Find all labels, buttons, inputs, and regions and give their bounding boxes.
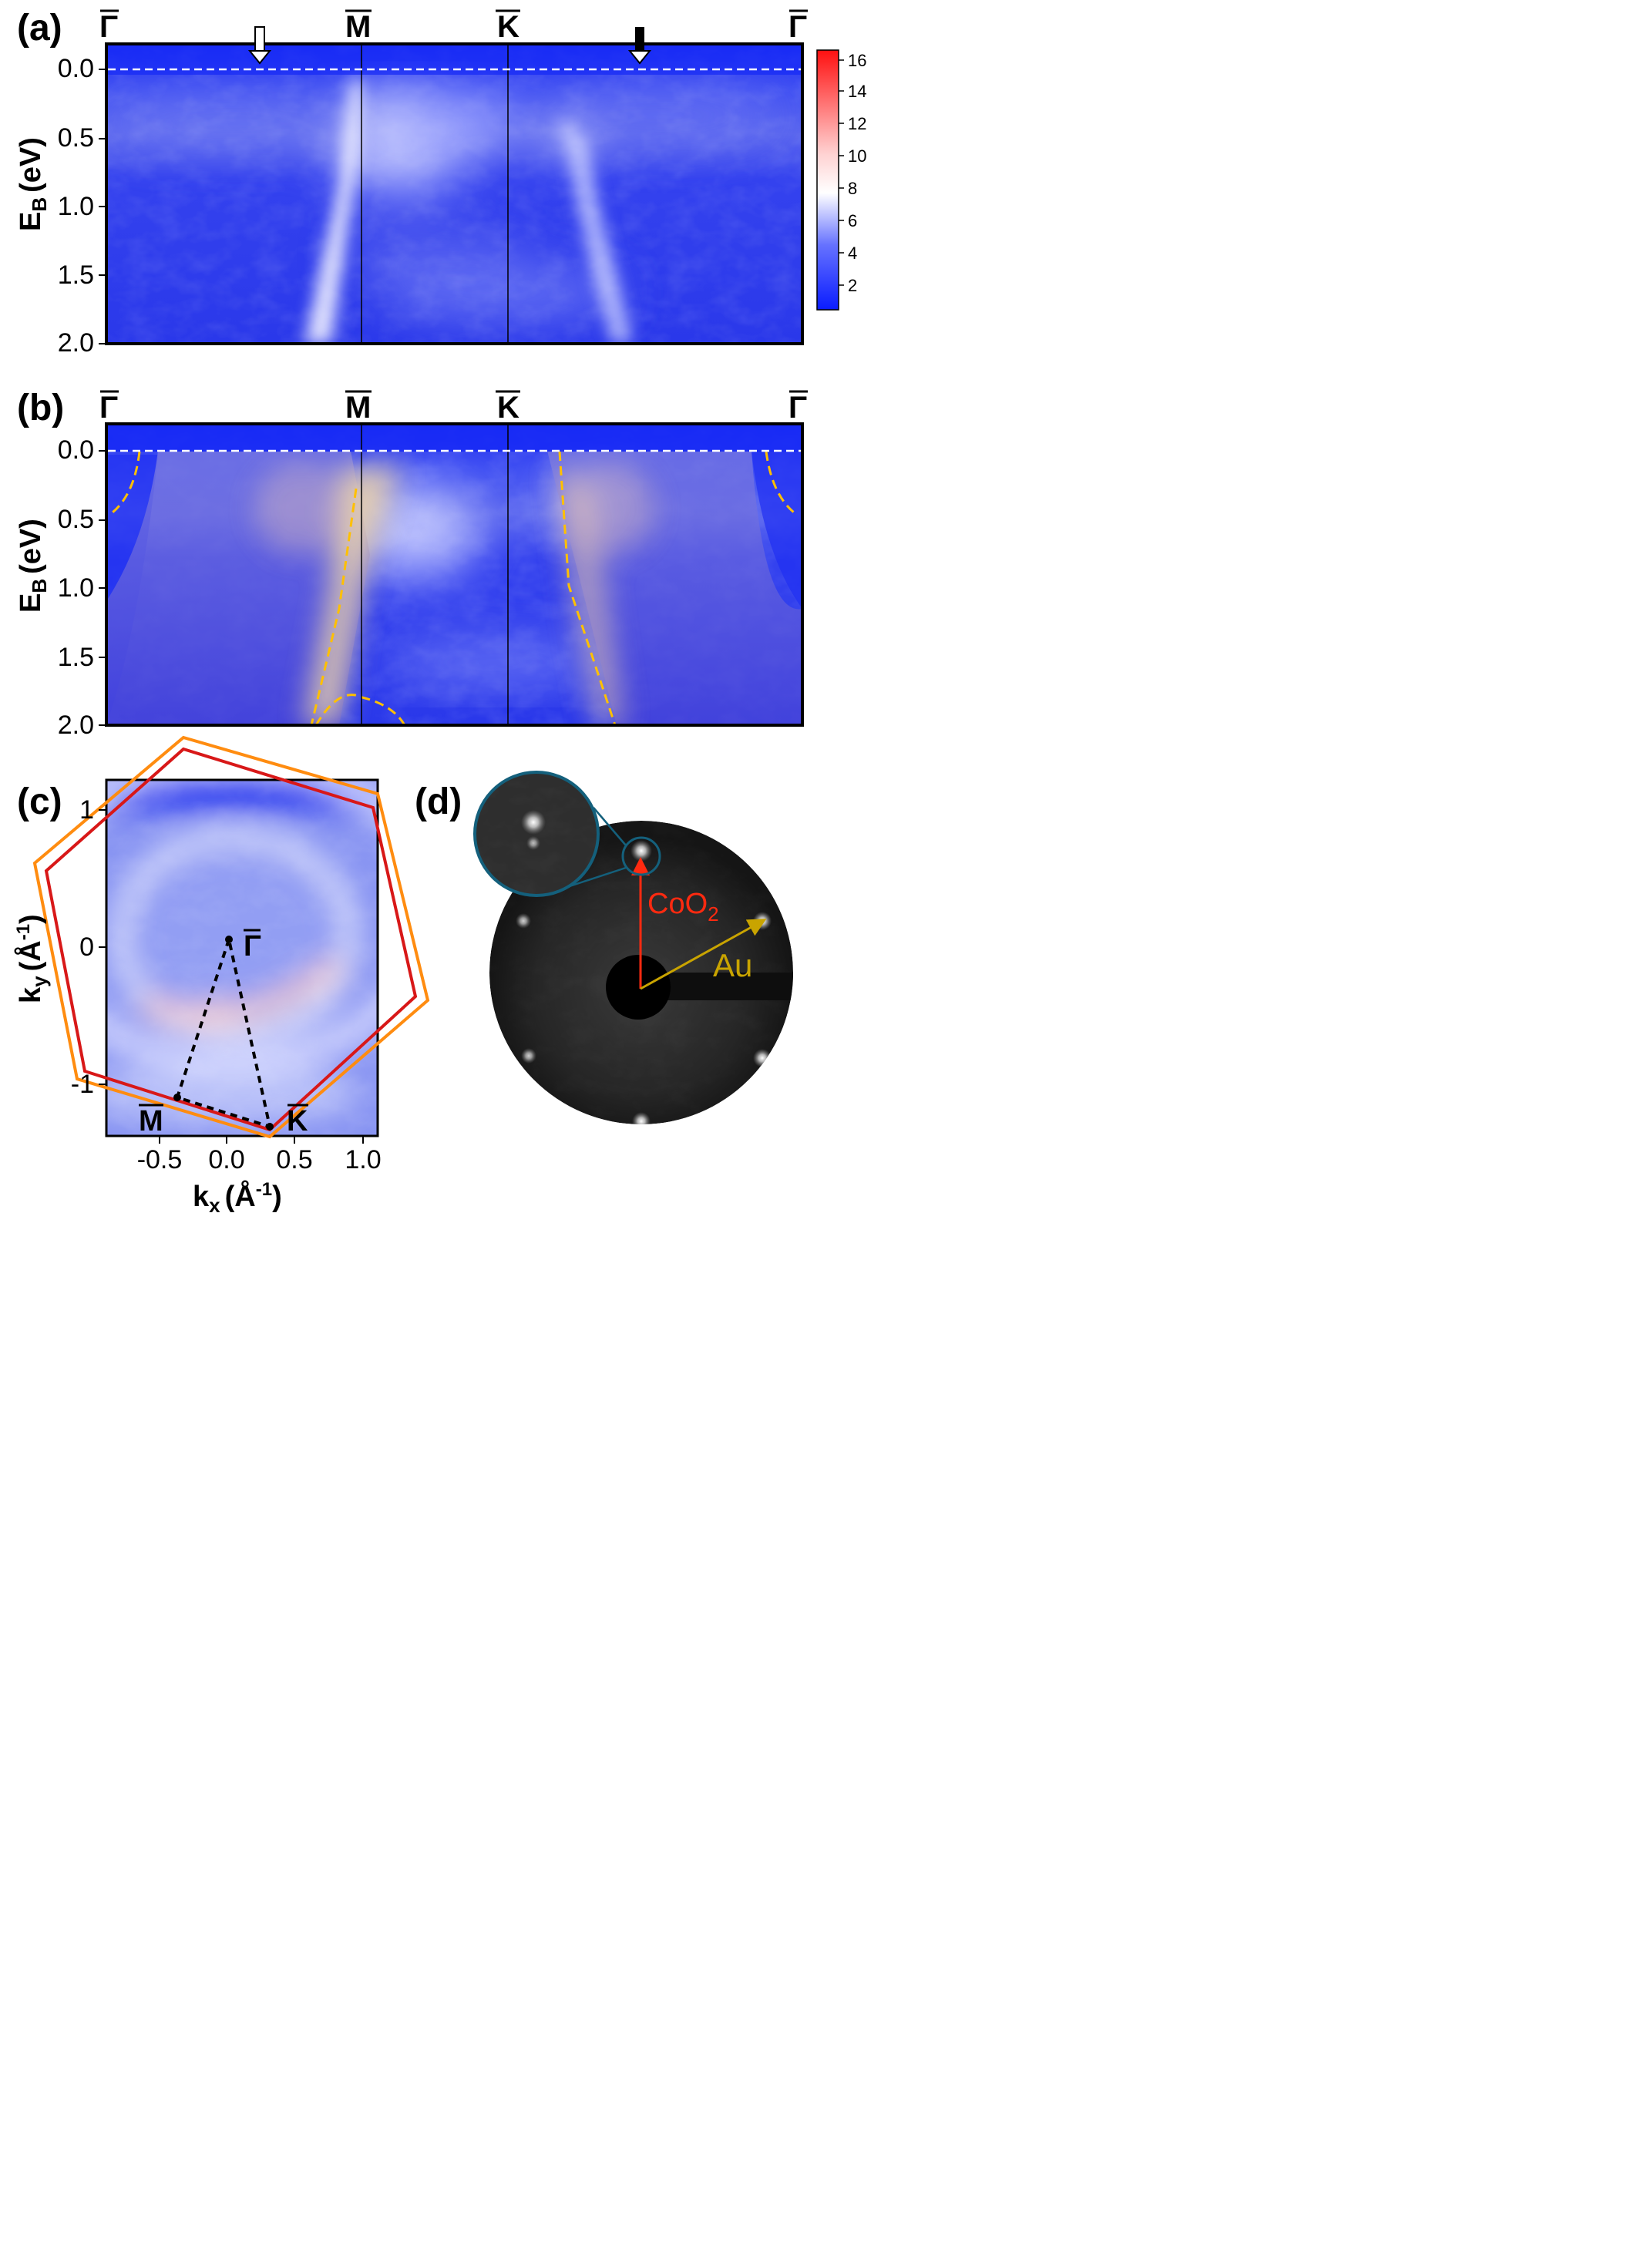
panel-b: (b) Γ M K Γ 0.0 0.5 1.0 1.5 2.0 EB(eV)	[15, 388, 808, 740]
ytick: 0.5	[58, 123, 94, 153]
panel-a-yticks: 0.0 0.5 1.0 1.5 2.0	[58, 54, 106, 358]
panel-a-frame	[105, 42, 804, 345]
panel-c-label: (c)	[17, 781, 62, 822]
point-gamma: Γ	[244, 930, 261, 963]
cbar-tick: 4	[848, 244, 857, 263]
xtick: 1.0	[345, 1145, 381, 1174]
point-k: K	[497, 391, 520, 425]
cbar-tick: 12	[848, 114, 866, 133]
panel-c: Γ M K (c) 1 0 -1 -0.5 0.0 0.5 1.0 kx (Å-1…	[13, 735, 430, 1217]
cbar-tick: 6	[848, 211, 857, 230]
xtick: 0.0	[208, 1145, 244, 1174]
panel-d: (d) CoO2 Au	[415, 771, 793, 1124]
panel-a: (a) Γ M K Γ 0.0 0.5 1.0 1.5 2.0 EB(eV)	[15, 8, 808, 358]
ytick: -1	[71, 1070, 94, 1099]
panel-c-frame	[105, 778, 379, 1137]
panel-b-spectrum	[106, 424, 802, 725]
white-arrow-icon	[247, 26, 272, 65]
panel-a-ylabel: EB(eV)	[15, 137, 51, 231]
irreducible-path	[173, 933, 274, 1131]
point-k: K	[287, 1105, 308, 1137]
panel-c-xlabel: kx (Å-1)	[193, 1179, 282, 1217]
panel-b-frame	[105, 422, 804, 727]
colorbar: 2 4 6 8 10 12 14 16	[816, 49, 866, 311]
point-m: M	[139, 1105, 163, 1137]
point-m: M	[345, 10, 371, 44]
ytick: 2.0	[58, 711, 94, 740]
panel-c-yticks: 1 0 -1	[71, 795, 106, 1099]
panel-b-label: (b)	[17, 388, 64, 428]
point-gamma-right: Γ	[789, 10, 807, 44]
point-k: K	[497, 10, 520, 44]
xtick: 0.5	[276, 1145, 312, 1174]
ytick: 1	[79, 795, 94, 825]
cbar-tick: 16	[848, 51, 866, 70]
ytick: 2.0	[58, 328, 94, 358]
fit-dashed-curves	[109, 451, 798, 725]
ytick: 0.5	[58, 505, 94, 534]
ytick: 1.5	[58, 643, 94, 672]
panel-d-label: (d)	[415, 781, 462, 822]
panel-b-high-symmetry-points: Γ M K Γ	[99, 390, 808, 425]
zoom-ring	[473, 771, 600, 897]
cbar-tick: 14	[848, 82, 866, 101]
panel-b-yticks: 0.0 0.5 1.0 1.5 2.0	[58, 435, 106, 740]
ytick: 1.0	[58, 573, 94, 603]
panel-a-high-symmetry-points: Γ M K Γ	[99, 9, 808, 44]
ytick: 1.0	[58, 192, 94, 221]
panel-a-spectrum	[106, 44, 802, 344]
point-gamma-left: Γ	[99, 391, 118, 425]
xtick: -0.5	[137, 1145, 183, 1174]
coo2-label: CoO2	[647, 888, 719, 926]
panel-c-fermi-surface	[106, 780, 378, 1136]
au-brillouin-zone	[32, 735, 430, 1139]
ytick: 0	[79, 932, 94, 962]
au-arrow	[640, 919, 767, 990]
ytick: 0.0	[58, 435, 94, 465]
panel-c-xticks: -0.5 0.0 0.5 1.0	[137, 1136, 382, 1174]
black-arrow-icon	[627, 27, 652, 65]
panel-c-ylabel: ky(Å-1)	[13, 914, 51, 1003]
panel-b-ylabel: EB(eV)	[15, 519, 51, 613]
zoom-inset	[475, 772, 598, 895]
panel-a-label: (a)	[17, 8, 62, 49]
zoom-source-ring	[621, 836, 661, 876]
point-gamma-left: Γ	[99, 10, 118, 44]
cbar-tick: 2	[848, 276, 857, 295]
au-label: Au	[713, 947, 752, 983]
point-m: M	[345, 391, 371, 425]
ytick: 1.5	[58, 260, 94, 290]
ytick: 0.0	[58, 54, 94, 83]
cbar-tick: 10	[848, 146, 866, 166]
point-gamma-right: Γ	[789, 391, 807, 425]
cbar-tick: 8	[848, 179, 857, 198]
colorbar-ticks: 2 4 6 8 10 12 14 16	[839, 51, 866, 295]
